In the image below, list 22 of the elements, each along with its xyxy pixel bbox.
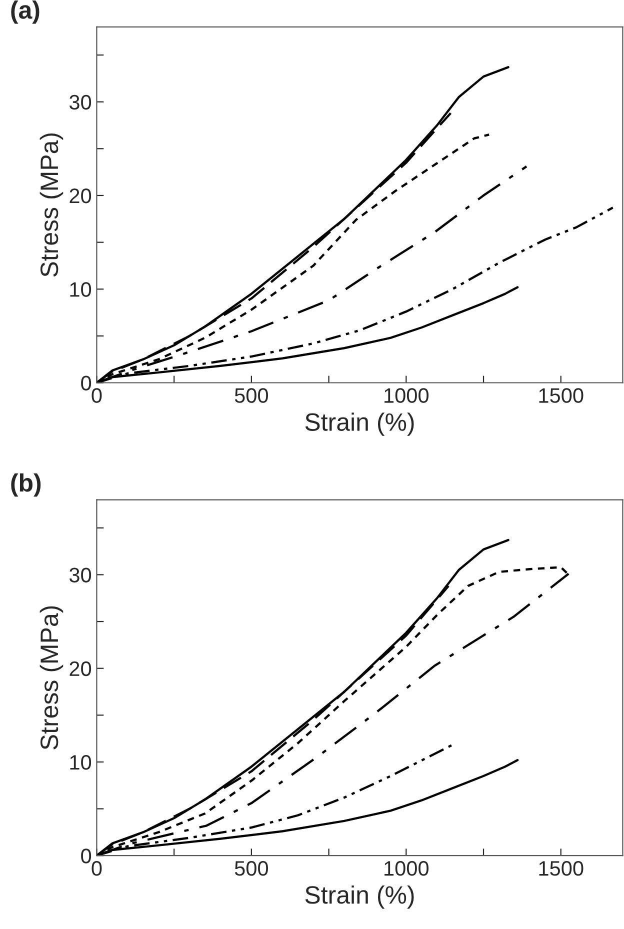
y-tick-label: 30: [69, 94, 92, 110]
y-tick-label: 20: [70, 661, 92, 676]
y-tick-label: 0: [81, 376, 92, 390]
y-axis-title: Stress (MPa): [40, 133, 64, 277]
y-tick-label: 10: [70, 282, 92, 297]
x-tick-label: 1500: [539, 388, 584, 403]
y-tick-label: 10: [70, 754, 92, 770]
x-axis-title: Strain (%): [305, 412, 414, 436]
y-tick-label: 30: [69, 568, 92, 582]
x-axis-title: Strain (%): [305, 885, 414, 909]
y-tick-label: 20: [70, 188, 92, 204]
y-axis-title: Stress (MPa): [40, 606, 64, 750]
chart-title: (a): [11, 0, 40, 24]
x-tick-label: 0: [92, 861, 102, 876]
x-tick-label: 500: [234, 388, 268, 403]
x-tick-label: 0: [92, 388, 102, 403]
x-tick-label: 1000: [384, 861, 429, 876]
y-tick-label: 0: [81, 848, 92, 864]
x-tick-label: 1000: [384, 388, 429, 403]
x-tick-label: 1500: [539, 861, 584, 876]
chart-title: (b): [11, 473, 41, 497]
x-tick-label: 500: [234, 861, 268, 876]
